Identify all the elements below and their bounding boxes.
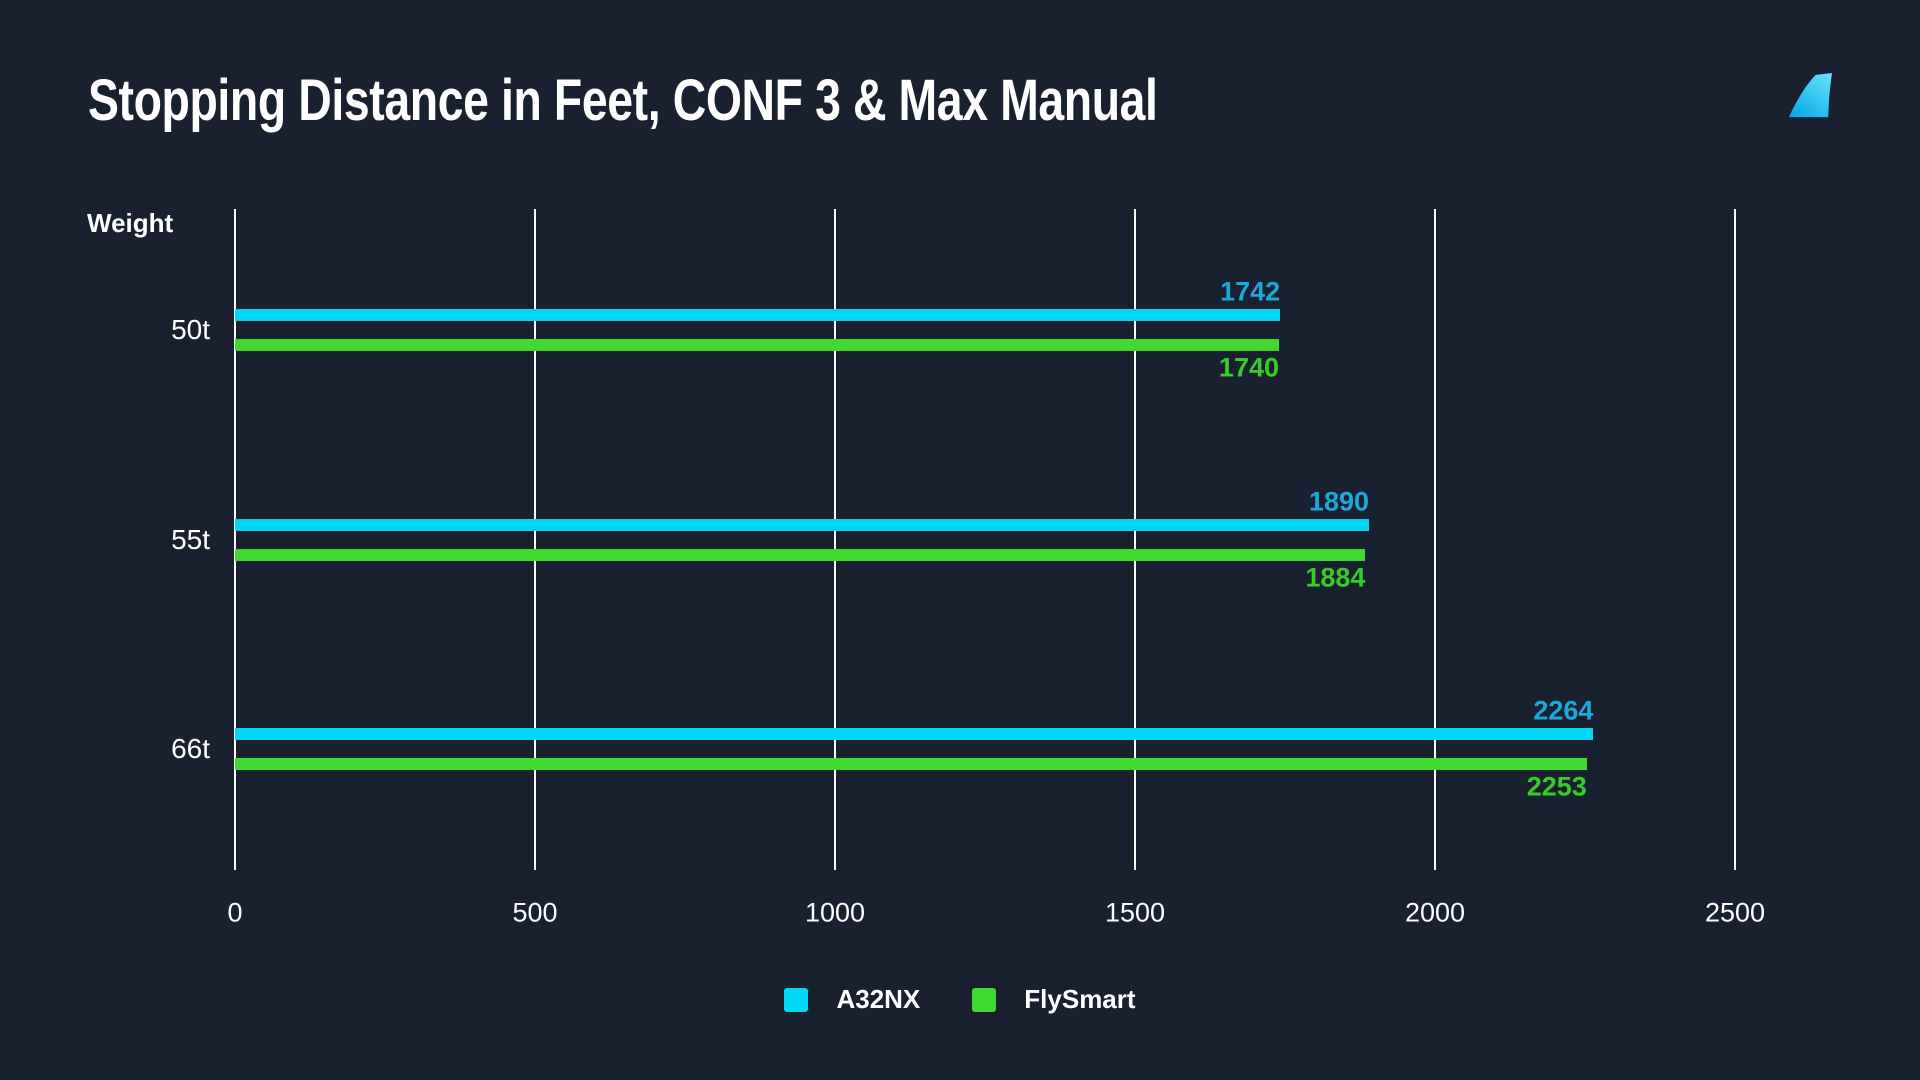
gridline-0	[234, 209, 236, 870]
legend-entry-flysmart: FlySmart	[972, 984, 1136, 1015]
gridline-1000	[834, 209, 836, 870]
value-label-flysmart: 1884	[1305, 562, 1366, 593]
legend-label: A32NX	[836, 984, 921, 1014]
value-label-a32nx: 1742	[1220, 276, 1281, 307]
bar-a32nx	[235, 309, 1281, 321]
value-label-a32nx: 2264	[1533, 695, 1594, 726]
legend-swatch-icon	[972, 987, 997, 1012]
flybywire-tail-fin-icon	[1787, 73, 1833, 119]
x-axis-tick-label: 500	[512, 897, 558, 928]
x-axis-tick-label: 1000	[804, 897, 866, 928]
legend-swatch-icon	[784, 987, 809, 1012]
bar-flysmart	[235, 339, 1279, 351]
chart-title: Stopping Distance in Feet, CONF 3 & Max …	[88, 68, 1158, 133]
gridline-500	[534, 209, 536, 870]
legend-entry-a32nx: A32NX	[784, 984, 920, 1015]
value-label-flysmart: 1740	[1218, 352, 1279, 383]
category-label: 50t	[171, 314, 210, 345]
x-axis-tick-label: 2000	[1404, 897, 1466, 928]
y-axis-label: Weight	[87, 208, 174, 238]
category-label: 66t	[171, 733, 210, 764]
value-label-flysmart: 2253	[1526, 771, 1587, 802]
legend: A32NX FlySmart	[0, 984, 1920, 1015]
gridline-2000	[1434, 209, 1436, 870]
bar-flysmart	[235, 758, 1587, 770]
category-label: 55t	[171, 524, 210, 555]
x-axis-tick-label: 2500	[1704, 897, 1766, 928]
value-label-a32nx: 1890	[1308, 486, 1369, 517]
bar-a32nx	[235, 728, 1594, 740]
bar-flysmart	[235, 549, 1366, 561]
gridline-1500	[1134, 209, 1136, 870]
bar-a32nx	[235, 519, 1369, 531]
x-axis-tick-label: 0	[227, 897, 243, 928]
gridline-2500	[1734, 209, 1736, 870]
tail-fin-svg	[1788, 73, 1833, 118]
legend-label: FlySmart	[1024, 984, 1136, 1014]
x-axis-tick-label: 1500	[1104, 897, 1166, 928]
